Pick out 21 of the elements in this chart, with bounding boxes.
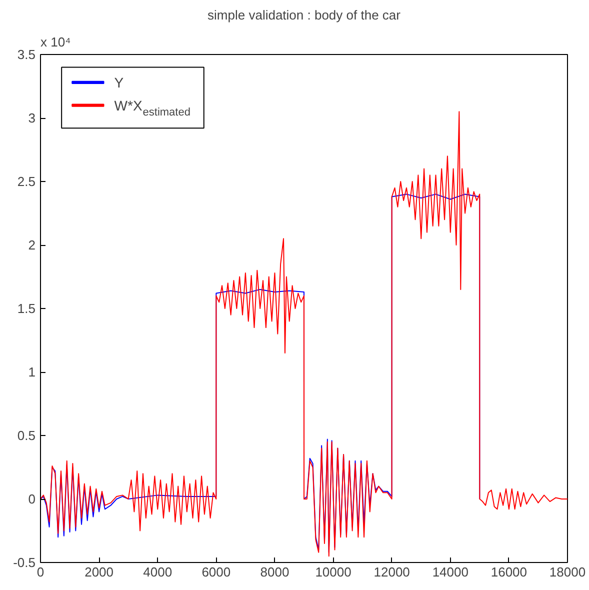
y-tick-label: 2.5 — [17, 174, 36, 189]
y-tick-label: 1.5 — [17, 301, 36, 316]
y-tick-label: 0 — [28, 492, 36, 506]
x-tick-label: 10000 — [315, 564, 352, 580]
legend-label: Y — [114, 74, 124, 90]
x-tick-label: 16000 — [490, 564, 528, 580]
x-tick-label: 6000 — [202, 564, 231, 580]
y-tick-label: 3 — [28, 110, 36, 126]
text: x 10⁴ — [40, 34, 71, 50]
y-tick-label: 2 — [28, 238, 36, 252]
x-tick-label: 14000 — [432, 564, 468, 580]
x-tick-label: 2000 — [84, 564, 114, 580]
y-tick-label: -0.5 — [13, 555, 36, 570]
y-tick-label: 3.5 — [17, 47, 36, 62]
x-tick-label: 12000 — [374, 564, 410, 580]
chart-title: simple validation : body of the car — [208, 8, 402, 22]
x-tick-label: 18000 — [549, 564, 586, 580]
x-tick-label: 4000 — [143, 564, 172, 580]
x-tick-label: 8000 — [260, 564, 290, 580]
y-tick-label: 0.5 — [17, 428, 36, 443]
y-tick-label: 1 — [28, 364, 36, 380]
